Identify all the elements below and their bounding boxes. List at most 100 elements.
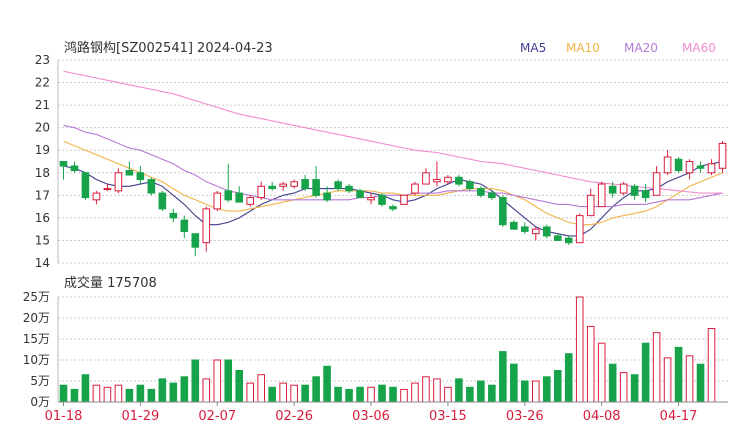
- candle-body: [114, 172, 123, 192]
- volume-bar: [619, 372, 628, 403]
- volume-bar: [136, 384, 145, 403]
- candle-body: [477, 188, 485, 196]
- price-tick-label: 20: [35, 121, 50, 135]
- volume-bar: [125, 388, 134, 403]
- candle-body: [597, 183, 606, 208]
- volume-bar: [422, 376, 430, 403]
- volume-bars: [59, 296, 716, 403]
- price-tick-label: 22: [35, 76, 50, 90]
- candle-body: [202, 208, 211, 244]
- legend-ma5: MA5: [520, 41, 546, 55]
- candle: [542, 224, 551, 239]
- candle-body: [136, 172, 145, 181]
- candle-body: [466, 181, 474, 190]
- volume-bar: [224, 359, 233, 403]
- candle-body: [389, 206, 397, 210]
- candle: [180, 215, 189, 239]
- volume-bar: [707, 328, 716, 403]
- candle: [510, 220, 518, 230]
- candle-body: [521, 226, 529, 232]
- candle-body: [147, 179, 156, 194]
- candle: [608, 181, 617, 198]
- volume-bar: [59, 384, 68, 403]
- volume-bar: [488, 384, 496, 403]
- candle-body: [268, 185, 276, 190]
- candle: [499, 195, 507, 227]
- volume-bar: [674, 346, 683, 403]
- candle: [279, 181, 287, 191]
- candle: [246, 195, 255, 207]
- volume-bar: [389, 386, 397, 403]
- x-tick-label: 01-18: [45, 409, 83, 424]
- volume-bar: [663, 357, 672, 403]
- legend-ma20: MA20: [624, 41, 658, 55]
- candle: [444, 175, 452, 185]
- candle: [575, 213, 584, 244]
- volume-bar: [597, 342, 606, 403]
- candle: [433, 161, 441, 187]
- candle: [367, 193, 375, 205]
- volume-bar: [356, 386, 364, 403]
- candle: [345, 184, 353, 194]
- volume-bar: [103, 386, 112, 403]
- volume-bar: [510, 363, 518, 403]
- candle-body: [224, 190, 233, 201]
- candle: [312, 166, 320, 198]
- candle-body: [345, 185, 353, 192]
- volume-bar: [301, 384, 309, 403]
- candle-body: [630, 185, 639, 196]
- volume-bar: [696, 363, 705, 403]
- candle: [422, 168, 430, 185]
- volume-title: 成交量 175708: [64, 275, 157, 291]
- candle-body: [696, 165, 705, 169]
- candle: [674, 156, 683, 173]
- candle-body: [103, 188, 112, 191]
- volume-bar: [608, 363, 617, 403]
- volume-bar: [367, 386, 375, 403]
- candle-body: [707, 163, 716, 174]
- volume-bar: [323, 365, 331, 403]
- volume-bar: [455, 378, 463, 403]
- candle: [488, 190, 496, 200]
- volume-bar: [378, 384, 386, 403]
- candle-body: [422, 172, 430, 185]
- volume-bar: [444, 386, 452, 403]
- volume-bar: [92, 384, 101, 403]
- volume-bar: [158, 378, 167, 403]
- candle-body: [125, 170, 134, 176]
- x-tick-label: 04-08: [583, 409, 621, 424]
- candle: [202, 206, 211, 252]
- volume-bar: [641, 342, 650, 403]
- volume-bar: [246, 382, 255, 403]
- candle: [586, 188, 595, 217]
- candle-body: [70, 165, 79, 172]
- candle: [696, 161, 705, 173]
- ma-legend: MA5 MA10 MA20 MA60: [520, 41, 716, 55]
- candle: [235, 186, 244, 203]
- candle-body: [488, 192, 496, 199]
- candle: [356, 188, 364, 199]
- candle-body: [279, 183, 287, 187]
- volume-bar: [279, 382, 287, 403]
- candle-body: [169, 212, 178, 219]
- x-tick-label: 02-26: [275, 409, 313, 424]
- price-y-axis: 14 15 16 17 18 19 20 21 22 23: [35, 53, 59, 270]
- candle-body: [312, 179, 320, 196]
- candle: [334, 179, 342, 191]
- price-tick-label: 15: [35, 233, 50, 247]
- volume-bar: [169, 382, 178, 403]
- candle: [158, 190, 167, 212]
- candle-body: [92, 192, 101, 201]
- candle-body: [246, 197, 255, 205]
- candle-body: [356, 190, 364, 199]
- volume-bar: [411, 382, 419, 403]
- volume-bar: [433, 378, 441, 403]
- volume-tick-label: 10万: [23, 353, 50, 367]
- candle-body: [400, 194, 408, 205]
- x-tick-label: 01-29: [121, 409, 159, 424]
- candle-body: [542, 226, 551, 237]
- volume-bar: [290, 384, 298, 403]
- candle-body: [81, 172, 90, 199]
- volume-bar: [630, 374, 639, 403]
